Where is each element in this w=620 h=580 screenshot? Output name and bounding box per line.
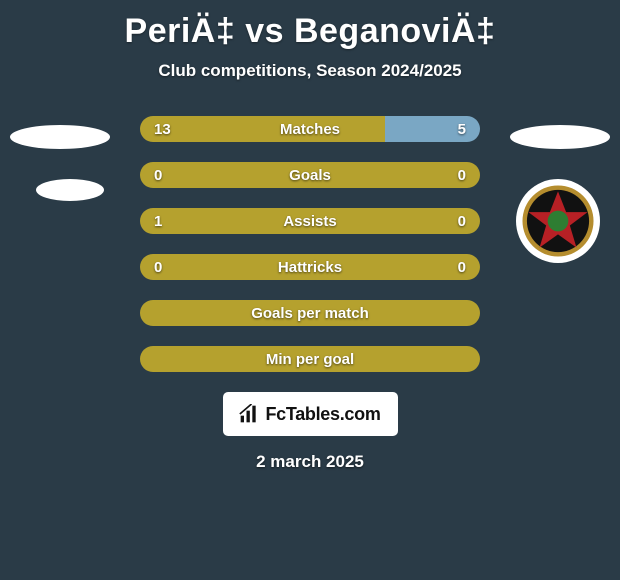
bar-goals-per-match: Goals per match [140,300,480,326]
bar-right-value: 5 [458,116,466,142]
bar-label: Goals [140,162,480,188]
right-ellipse-a [510,125,610,149]
brand-link[interactable]: FcTables.com [223,392,398,436]
stats-bars: 13 Matches 5 0 Goals 0 1 Assists 0 0 Hat… [140,116,480,372]
bar-label: Hattricks [140,254,480,280]
club-crest-icon [521,184,595,258]
generation-date: 2 march 2025 [0,452,620,472]
bar-matches: 13 Matches 5 [140,116,480,142]
bar-label: Assists [140,208,480,234]
bar-right-value: 0 [458,208,466,234]
bar-right-value: 0 [458,254,466,280]
bar-goals: 0 Goals 0 [140,162,480,188]
bar-assists: 1 Assists 0 [140,208,480,234]
bar-label: Matches [140,116,480,142]
brand-text: FcTables.com [265,404,380,425]
left-ellipse-a [10,125,110,149]
title: PeriÄ‡ vs BeganoviÄ‡ [0,0,620,51]
bar-label: Goals per match [140,300,480,326]
bar-hattricks: 0 Hattricks 0 [140,254,480,280]
bar-min-per-goal: Min per goal [140,346,480,372]
left-ellipse-b [36,179,104,201]
bar-right-value: 0 [458,162,466,188]
bar-label: Min per goal [140,346,480,372]
club-badge-right [516,179,600,263]
brand-chart-icon [239,404,259,424]
subtitle: Club competitions, Season 2024/2025 [0,61,620,81]
